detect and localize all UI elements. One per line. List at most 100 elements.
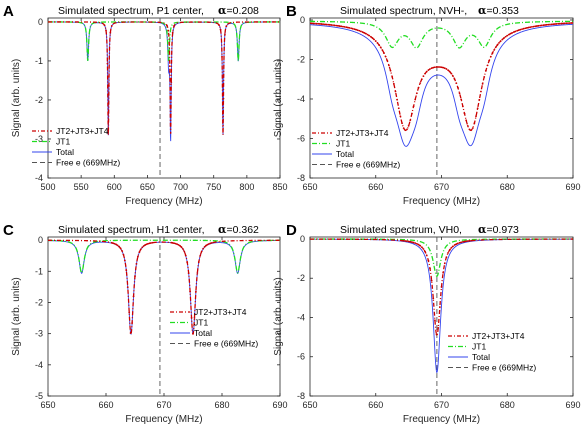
series-jt234-marker xyxy=(358,29,361,32)
series-jt234-marker xyxy=(448,249,451,251)
alpha-label: α=0.353 xyxy=(478,4,519,17)
series-jt234-marker xyxy=(181,247,184,250)
series-jt234-marker xyxy=(415,92,418,95)
series-jt234-marker xyxy=(109,31,112,34)
series-jt234-marker xyxy=(460,241,463,244)
series-jt234-marker xyxy=(125,269,128,272)
series-jt234-marker xyxy=(189,290,192,293)
series-jt234-marker xyxy=(419,82,422,85)
series-jt234-marker xyxy=(447,252,449,254)
series-jt234-marker xyxy=(122,253,125,256)
y-tick-label: -4 xyxy=(35,360,43,370)
x-tick-label: 850 xyxy=(272,182,287,192)
series-jt234-marker xyxy=(494,46,497,49)
series-jt234-marker xyxy=(435,66,438,68)
x-tick-label: 690 xyxy=(565,400,580,410)
series-jt234-marker xyxy=(196,272,199,274)
series-jt234-marker xyxy=(343,25,346,28)
series-jt234-marker xyxy=(333,24,336,27)
series-jt234-marker xyxy=(310,22,313,25)
x-tick-label: 800 xyxy=(239,182,254,192)
y-axis-label: Signal (arb. units) xyxy=(11,277,22,355)
series-jt234-marker xyxy=(438,306,441,308)
series-jt234-marker xyxy=(461,240,464,243)
x-tick-label: 660 xyxy=(368,182,383,192)
series-jt234-marker xyxy=(411,241,413,244)
series-jt234-marker xyxy=(532,25,535,28)
series-jt234-marker xyxy=(378,44,380,46)
alpha-label: α=0.208 xyxy=(218,4,259,17)
series-jt234-marker xyxy=(535,25,538,27)
series-jt234-marker xyxy=(210,241,213,244)
series-jt234-marker xyxy=(317,22,320,25)
y-tick-label: 0 xyxy=(38,17,43,27)
series-jt234-marker xyxy=(450,246,453,249)
y-tick-label: -3 xyxy=(35,134,43,144)
series-jt234-marker xyxy=(371,37,374,39)
legend-label: JT2+JT3+JT4 xyxy=(336,128,389,138)
y-tick-label: -1 xyxy=(35,266,43,276)
series-jt234-marker xyxy=(458,241,461,244)
series-jt234-marker xyxy=(554,23,556,25)
series-jt234-marker xyxy=(115,243,118,246)
x-tick-label: 700 xyxy=(173,182,188,192)
series-jt234-marker xyxy=(425,70,428,73)
series-jt234-marker xyxy=(509,32,512,35)
series-jt234-marker xyxy=(563,22,566,25)
x-tick-label: 600 xyxy=(107,182,122,192)
series-jt234-marker xyxy=(549,23,551,26)
y-tick-label: -2 xyxy=(297,54,305,64)
series-jt234-marker xyxy=(478,98,481,101)
y-axis-label: Signal (arb. units) xyxy=(11,59,22,137)
series-jt234-marker xyxy=(132,295,135,298)
y-tick-label: -4 xyxy=(297,94,305,104)
series-jt234-marker xyxy=(445,256,448,259)
series-jt234-marker xyxy=(366,33,369,36)
series-jt234-marker xyxy=(562,22,565,25)
series-jt234-marker xyxy=(138,251,141,254)
series-jt234-marker xyxy=(330,24,333,26)
series-jt234-marker xyxy=(397,107,400,110)
x-tick-label: 690 xyxy=(272,400,287,410)
series-jt234-marker xyxy=(419,244,422,247)
series-jt234-marker xyxy=(173,242,176,245)
series-jt234-marker xyxy=(374,40,377,42)
series-jt234-marker xyxy=(203,245,206,248)
series-jt234-marker xyxy=(364,32,367,35)
series-jt234-marker xyxy=(455,82,458,85)
x-axis-label: Frequency (MHz) xyxy=(403,196,480,207)
series-jt234-marker xyxy=(499,40,502,42)
series-jt234-marker xyxy=(110,24,113,27)
series-jt234-marker xyxy=(503,37,505,39)
series-jt234-marker xyxy=(167,29,170,32)
series-jt234-marker xyxy=(224,33,226,36)
series-jt234-marker xyxy=(170,241,173,244)
series-jt234-marker xyxy=(489,55,492,58)
x-axis-label: Frequency (MHz) xyxy=(125,414,202,425)
series-jt234-marker xyxy=(453,78,456,81)
series-jt234-marker xyxy=(414,242,417,245)
series-jt234-marker xyxy=(379,46,382,49)
series-jt234-marker xyxy=(437,326,440,329)
series-jt234-marker xyxy=(434,319,436,322)
series-jt234-marker xyxy=(409,119,412,122)
y-tick-label: -2 xyxy=(35,95,43,105)
series-jt234-marker xyxy=(430,67,433,70)
plot-area xyxy=(48,21,280,142)
series-jt234-marker xyxy=(437,66,440,68)
series-jt234-marker xyxy=(131,322,134,324)
y-tick-label: -4 xyxy=(35,173,43,183)
y-tick-label: -3 xyxy=(35,329,43,339)
series-jt234-marker xyxy=(555,23,558,25)
series-jt234-marker xyxy=(103,24,106,27)
series-jt234-marker xyxy=(457,242,459,245)
series-jt234-marker xyxy=(540,24,543,27)
series-jt234-marker xyxy=(465,240,468,243)
legend-label: Total xyxy=(472,352,490,362)
series-jt234-marker xyxy=(190,316,193,319)
series-jt234-marker xyxy=(558,22,561,25)
series-jt234-marker xyxy=(501,38,504,41)
series-jt234-marker xyxy=(348,26,351,29)
